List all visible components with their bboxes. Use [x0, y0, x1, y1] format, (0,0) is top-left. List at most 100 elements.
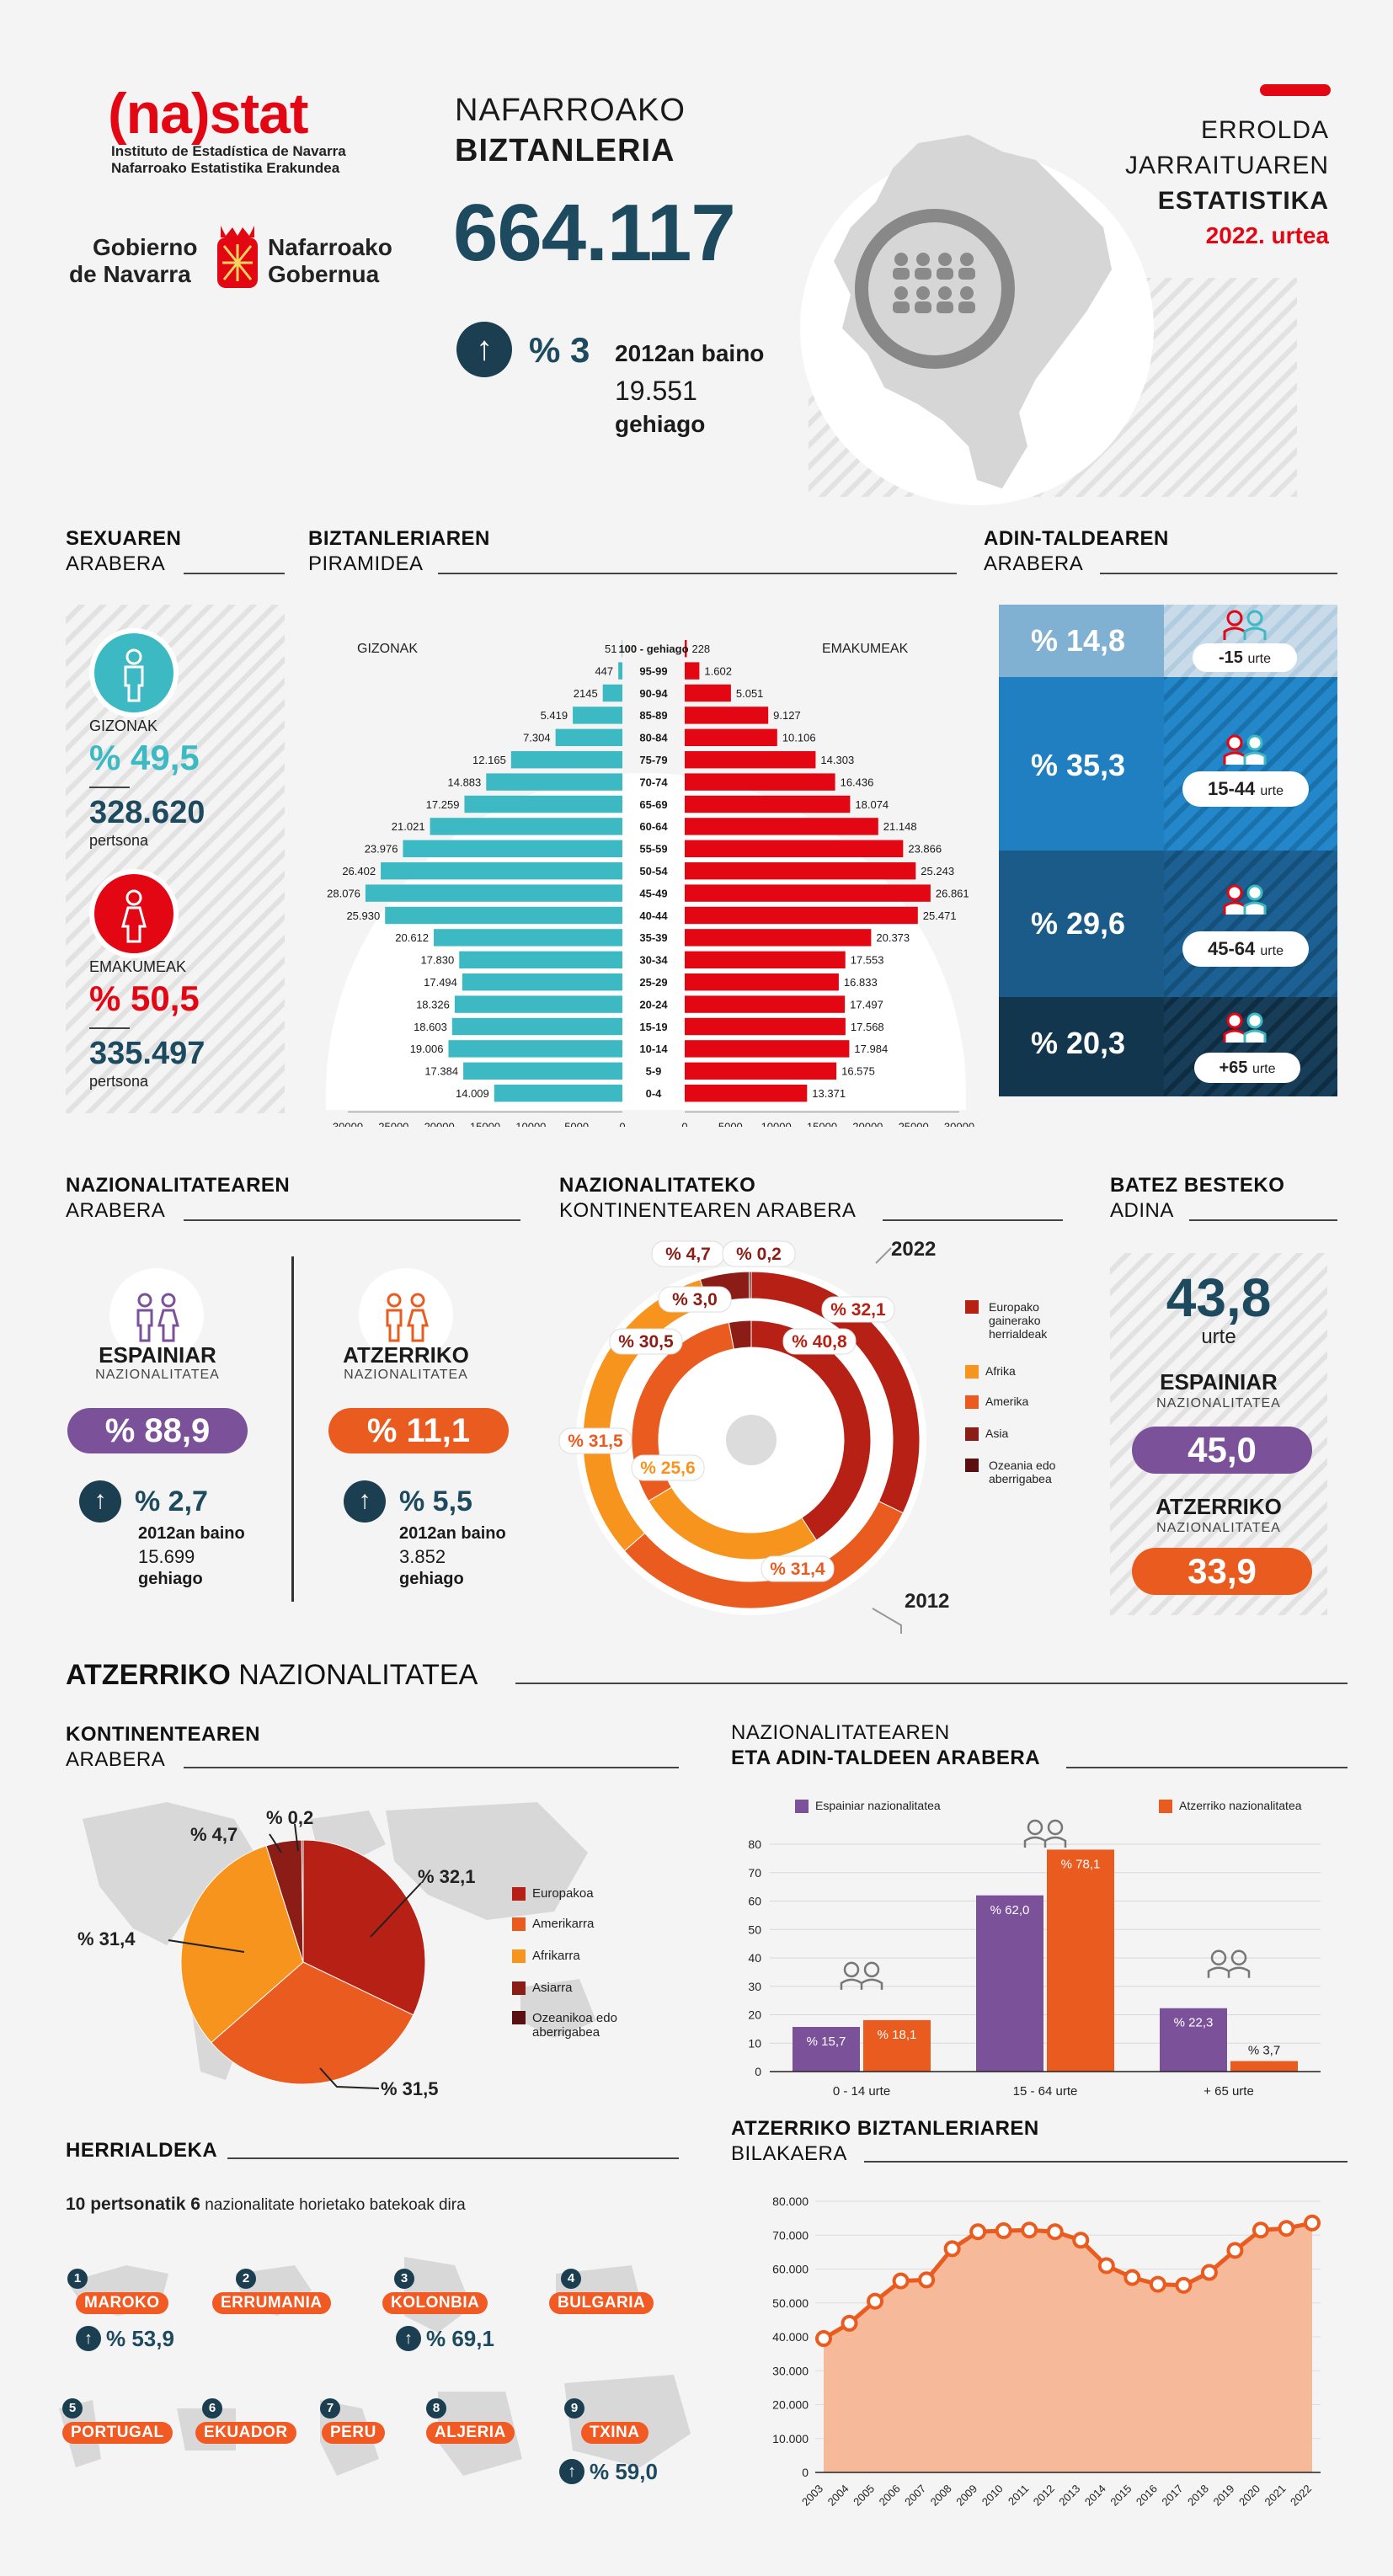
sex-subtitle: ARABERA	[66, 552, 166, 575]
growth-text-1: 2012an baino	[615, 340, 765, 366]
country-pct-3: % 69,1	[426, 2326, 494, 2351]
donut-2022-label-bg	[558, 1427, 632, 1454]
evo-point	[815, 2330, 832, 2348]
evo-xtick: 2015	[1107, 2483, 1134, 2509]
donut-legend-3: Amerika	[965, 1395, 1028, 1410]
pyramid-bar-men	[602, 684, 622, 702]
evo-point	[1123, 2269, 1141, 2286]
pyramid-bar-women	[685, 1040, 850, 1058]
pyramid-bar-women	[685, 862, 916, 880]
donut-2022-value: % 4,7	[665, 1245, 711, 1264]
men-num: 328.620	[89, 795, 205, 830]
legend-swatch	[965, 1395, 979, 1410]
es-num: 15.699	[138, 1546, 195, 1567]
pyramid-bar-men	[448, 1040, 622, 1058]
pyramid-age-label: 45-49	[639, 887, 667, 899]
evo-point	[943, 2240, 961, 2258]
pyramid-bar-women	[685, 773, 835, 791]
natage-bar	[793, 2027, 860, 2072]
pyramid-bar-men	[463, 1062, 622, 1080]
country-num-5: 5	[62, 2398, 83, 2419]
pyramid-bar-women	[685, 795, 851, 813]
men-unit: pertsona	[89, 832, 149, 849]
donut-2022-value: % 32,1	[830, 1300, 886, 1320]
age-rule	[1100, 573, 1337, 574]
age-subtitle: ARABERA	[984, 552, 1084, 575]
pyramid-value-men: 17.384	[424, 1065, 458, 1078]
cont-legend-3: Afrikarra	[512, 1949, 580, 1964]
pyramid-bar-men	[464, 795, 622, 813]
institute-eu: Nafarroako Estatistika Erakundea	[111, 160, 340, 176]
natage-ytick: 10	[748, 2036, 761, 2050]
women-unit: pertsona	[89, 1073, 149, 1090]
fo-sub: NAZIONALITATEA	[344, 1368, 468, 1382]
age-label-2: 15-44	[1208, 778, 1256, 799]
donut-legend-5: Ozeania edo aberrigabea	[965, 1459, 1091, 1485]
country-silhouettes	[59, 2257, 691, 2476]
age-block-3-right	[1164, 851, 1337, 997]
donut-2012-label-bg	[609, 1328, 683, 1355]
pyramid-value-men: 447	[595, 664, 613, 677]
natage-bar-label: % 62,0	[990, 1903, 1030, 1917]
pyramid-value-men: 23.976	[365, 843, 398, 856]
age-block-1	[999, 605, 1164, 677]
evo-xtick: 2013	[1056, 2483, 1082, 2509]
pyramid-bar-men	[451, 1017, 622, 1036]
avg-fo-label: ATZERRIKO	[1155, 1494, 1282, 1519]
natage-legend-fo-label: Atzerriko nazionalitatea	[1179, 1799, 1302, 1812]
pyramid-bar-women	[685, 751, 816, 769]
pyramid-age-label: 40-44	[639, 909, 668, 922]
evo-xtick: 2011	[1006, 2483, 1031, 2508]
countries-title: HERRIALDEKA	[66, 2139, 218, 2162]
age-pct-4: % 20,3	[1031, 1026, 1126, 1060]
country-tag-7: PERU	[322, 2422, 385, 2444]
avg-subtitle: ADINA	[1110, 1199, 1174, 1222]
donut-legend-2: Afrika	[965, 1364, 1016, 1379]
gov-es-1: Gobierno	[93, 234, 198, 260]
legend-swatch	[512, 1917, 526, 1932]
pyramid-age-label: 90-94	[639, 687, 668, 700]
pyramid-women-label: EMAKUMEAK	[822, 642, 909, 656]
age-label-3: 45-64	[1208, 938, 1256, 959]
pyramid-age-label: 65-69	[639, 798, 667, 811]
country-tag-5: PORTUGAL	[62, 2422, 173, 2444]
age-tag-3: 45-64 urte	[1182, 931, 1309, 967]
pyramid-bar-women	[685, 1062, 837, 1080]
pie-label-africa: % 31,4	[77, 1928, 136, 1949]
donut-2012-leader	[872, 1608, 902, 1634]
legend-swatch	[512, 1887, 526, 1901]
pyramid-age-label: 0-4	[646, 1087, 663, 1100]
donut-2022-leader	[875, 1247, 892, 1264]
pyramid-title: BIZTANLERIAREN	[308, 527, 490, 550]
legend-swatch	[512, 1949, 526, 1964]
pyramid-tick-right: 30000	[944, 1120, 974, 1127]
pyramid-bar-women	[685, 995, 846, 1013]
evo-point	[892, 2272, 910, 2290]
evo-xtick: 2021	[1262, 2483, 1289, 2509]
donut-legend-1-label: Europako gainerako herrialdeak	[989, 1300, 1048, 1341]
gobierno-logo: Gobierno de Navarra Nafarroako Gobernua	[69, 221, 406, 296]
institute-es: Instituto de Estadística de Navarra	[111, 143, 346, 159]
sex-title: SEXUAREN	[66, 527, 182, 550]
couple-icon-4	[1223, 1012, 1267, 1043]
donut-2022-label-bg	[722, 1240, 796, 1267]
couple-icon-body	[1207, 1966, 1251, 1978]
fo-num: 3.852	[399, 1546, 446, 1567]
cont-subtitle: ARABERA	[66, 1748, 166, 1771]
es-text-1: 2012an baino	[138, 1524, 245, 1543]
foreign-heading: ATZERRIKO NAZIONALITATEA	[66, 1659, 478, 1692]
avg-fo-sub: NAZIONALITATEA	[1156, 1521, 1281, 1535]
avg-rule	[1189, 1219, 1337, 1221]
sex-rule	[184, 573, 285, 574]
country-tag-2: ERRUMANIA	[212, 2292, 331, 2314]
fo-text-2: gehiago	[399, 1570, 464, 1588]
age-label-4: +65	[1219, 1059, 1248, 1077]
cont-legend-5-label: Ozeanikoa edo aberrigabea	[532, 2011, 617, 2040]
donut-2012-value: % 3,0	[672, 1290, 718, 1309]
pyramid-value-women: 17.497	[850, 998, 883, 1011]
foreign-couple-icon	[359, 1268, 453, 1363]
countries-rule	[227, 2157, 679, 2159]
donut-2012-label-bg	[782, 1328, 857, 1355]
country-num-4: 4	[561, 2269, 581, 2289]
pyramid-age-label: 70-74	[639, 776, 668, 788]
